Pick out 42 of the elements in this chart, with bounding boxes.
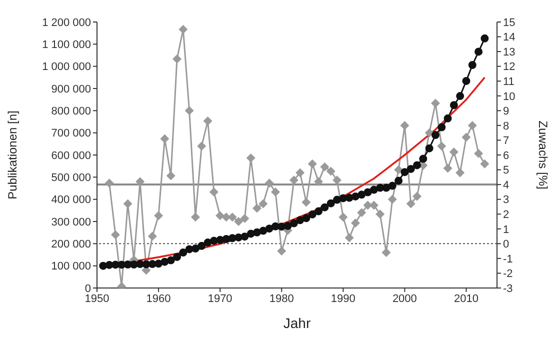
y2-tick-label: 6 [503, 150, 510, 162]
x-tick-label: 1970 [208, 292, 232, 305]
y-tick-label: 100 000 [51, 260, 91, 273]
y2-tick-label: 11 [503, 76, 514, 88]
x-tick-label: 1960 [146, 292, 171, 305]
y-axis-title: Publikationen [n] [5, 110, 20, 200]
y-tick-label: 400 000 [51, 194, 91, 206]
y2-tick-label: 15 [503, 16, 516, 29]
y-tick-label: 500 000 [51, 172, 91, 184]
y2-tick-label: 13 [503, 46, 516, 58]
y2-tick-label: 2 [503, 209, 510, 222]
x-tick-label: 1950 [84, 292, 110, 305]
x-tick-label: 2000 [392, 292, 417, 305]
y2-tick-label: 9 [503, 106, 510, 118]
y-tick-label: 0 [84, 282, 91, 295]
y-tick-label: 900 000 [51, 83, 91, 96]
y-tick-label: 200 000 [51, 238, 91, 251]
y-tick-label: 1 100 000 [42, 39, 91, 52]
y-tick-label: 800 000 [51, 106, 91, 118]
y2-tick-label: -2 [503, 268, 513, 280]
y-tick-label: 600 000 [51, 150, 91, 162]
y2-axis-title: Zuwachs [%] [536, 120, 550, 190]
y-tick-label: 300 000 [51, 216, 91, 228]
y2-tick-label: 4 [503, 179, 510, 192]
y2-tick-label: 1 [503, 224, 510, 236]
x-tick-label: 1990 [330, 292, 356, 305]
x-tick-label: 2010 [454, 292, 478, 305]
y-tick-label: 700 000 [51, 128, 91, 140]
y2-tick-label: 12 [503, 61, 516, 74]
y2-tick-label: 8 [503, 120, 510, 132]
y2-tick-label: 5 [503, 164, 510, 177]
y-tick-label: 1 200 000 [42, 16, 91, 29]
x-tick-label: 1980 [269, 292, 294, 305]
y2-tick-label: -3 [503, 282, 513, 295]
y2-tick-label: 10 [503, 90, 516, 103]
y2-tick-label: 0 [503, 238, 510, 251]
y2-tick-label: 3 [503, 194, 510, 206]
x-axis-title: Jahr [283, 315, 311, 331]
y2-tick-label: -1 [503, 253, 513, 266]
y2-tick-label: 7 [503, 135, 510, 148]
y-tick-label: 1 000 000 [42, 61, 91, 74]
y2-tick-label: 14 [503, 32, 516, 44]
